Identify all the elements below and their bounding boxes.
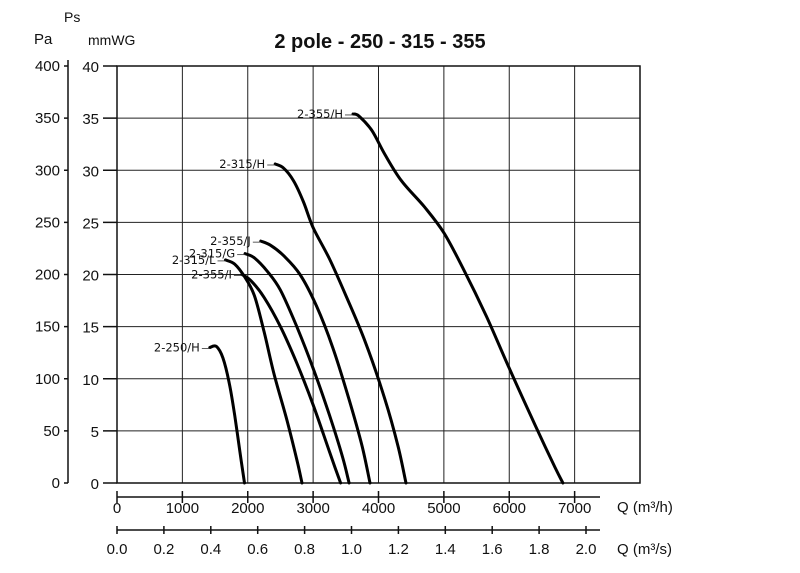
mmwg-axis-label: mmWG: [88, 32, 135, 48]
m3h-tick-label: 3000: [296, 500, 329, 517]
mmwg-tick-label: 20: [82, 268, 99, 285]
m3h-tick-label: 1000: [166, 500, 199, 517]
axes: [64, 60, 641, 534]
m3h-tick-label: 2000: [231, 500, 264, 517]
m3s-tick-label: 0.0: [107, 541, 128, 558]
pa-tick-label: 300: [35, 162, 60, 179]
m3s-tick-label: 1.4: [435, 541, 456, 558]
series-label: 2-355/I: [191, 268, 232, 282]
pa-tick-label: 200: [35, 267, 60, 284]
m3h-tick-label: 6000: [493, 500, 526, 517]
pa-axis-label: Pa: [34, 31, 53, 48]
mmwg-tick-label: 15: [82, 320, 99, 337]
x-axis-label-m3h: Q (m³/h): [617, 499, 673, 516]
pa-tick-label: 100: [35, 371, 60, 388]
series-label: 2-250/H: [154, 340, 200, 354]
grid: [117, 66, 640, 483]
m3s-tick-label: 1.2: [388, 541, 409, 558]
series-curve-2-250-h: [208, 344, 246, 485]
ps-axis-label: Ps: [64, 9, 80, 25]
series-label: 2-355/J: [210, 234, 251, 248]
series-label: 2-355/H: [297, 107, 343, 121]
mmwg-tick-label: 30: [82, 163, 99, 180]
m3s-tick-label: 1.8: [529, 541, 550, 558]
series-curves: [208, 112, 565, 485]
pa-tick-label: 400: [35, 58, 60, 75]
m3s-tick-label: 0.2: [153, 541, 174, 558]
pa-tick-label: 150: [35, 319, 60, 336]
pa-tick-label: 350: [35, 110, 60, 127]
mmwg-tick-label: 5: [91, 424, 99, 441]
x-axis-label-m3s: Q (m³/s): [617, 541, 672, 558]
pa-tick-label: 250: [35, 214, 60, 231]
pa-tick-label: 50: [43, 423, 60, 440]
series-label: 2-315/G: [189, 247, 235, 261]
chart-title: 2 pole - 250 - 315 - 355: [274, 31, 485, 53]
mmwg-tick-label: 40: [82, 59, 99, 76]
m3h-tick-label: 7000: [558, 500, 591, 517]
mmwg-tick-label: 25: [82, 215, 99, 232]
series-curve-2-355-i: [240, 273, 343, 485]
m3h-tick-label: 4000: [362, 500, 395, 517]
mmwg-tick-label: 35: [82, 111, 99, 128]
mmwg-tick-label: 0: [91, 476, 99, 493]
m3s-tick-label: 1.6: [482, 541, 503, 558]
tick-labels: 0501001502002503003504000510152025303540…: [35, 58, 596, 558]
m3s-tick-label: 0.4: [200, 541, 221, 558]
mmwg-tick-label: 10: [82, 372, 99, 389]
m3s-tick-label: 2.0: [576, 541, 597, 558]
m3h-tick-label: 5000: [427, 500, 460, 517]
series-curve-2-355-j: [259, 239, 372, 485]
m3s-tick-label: 1.0: [341, 541, 362, 558]
series-label: 2-315/H: [219, 157, 265, 171]
series-labels: 2-355/H 2-315/H 2-355/J2-315/G2-315/L2-355…: [154, 107, 354, 354]
series-curve-2-315-h: [273, 162, 408, 485]
series-curve-2-315-l: [224, 258, 304, 485]
series-curve-2-315-g: [243, 252, 351, 485]
m3h-tick-label: 0: [113, 500, 121, 517]
m3s-tick-label: 0.6: [247, 541, 268, 558]
series-label: 2-315/L: [172, 253, 216, 267]
m3s-tick-label: 0.8: [294, 541, 315, 558]
pa-tick-label: 0: [52, 475, 60, 492]
series-curve-2-355-h: [351, 112, 565, 485]
